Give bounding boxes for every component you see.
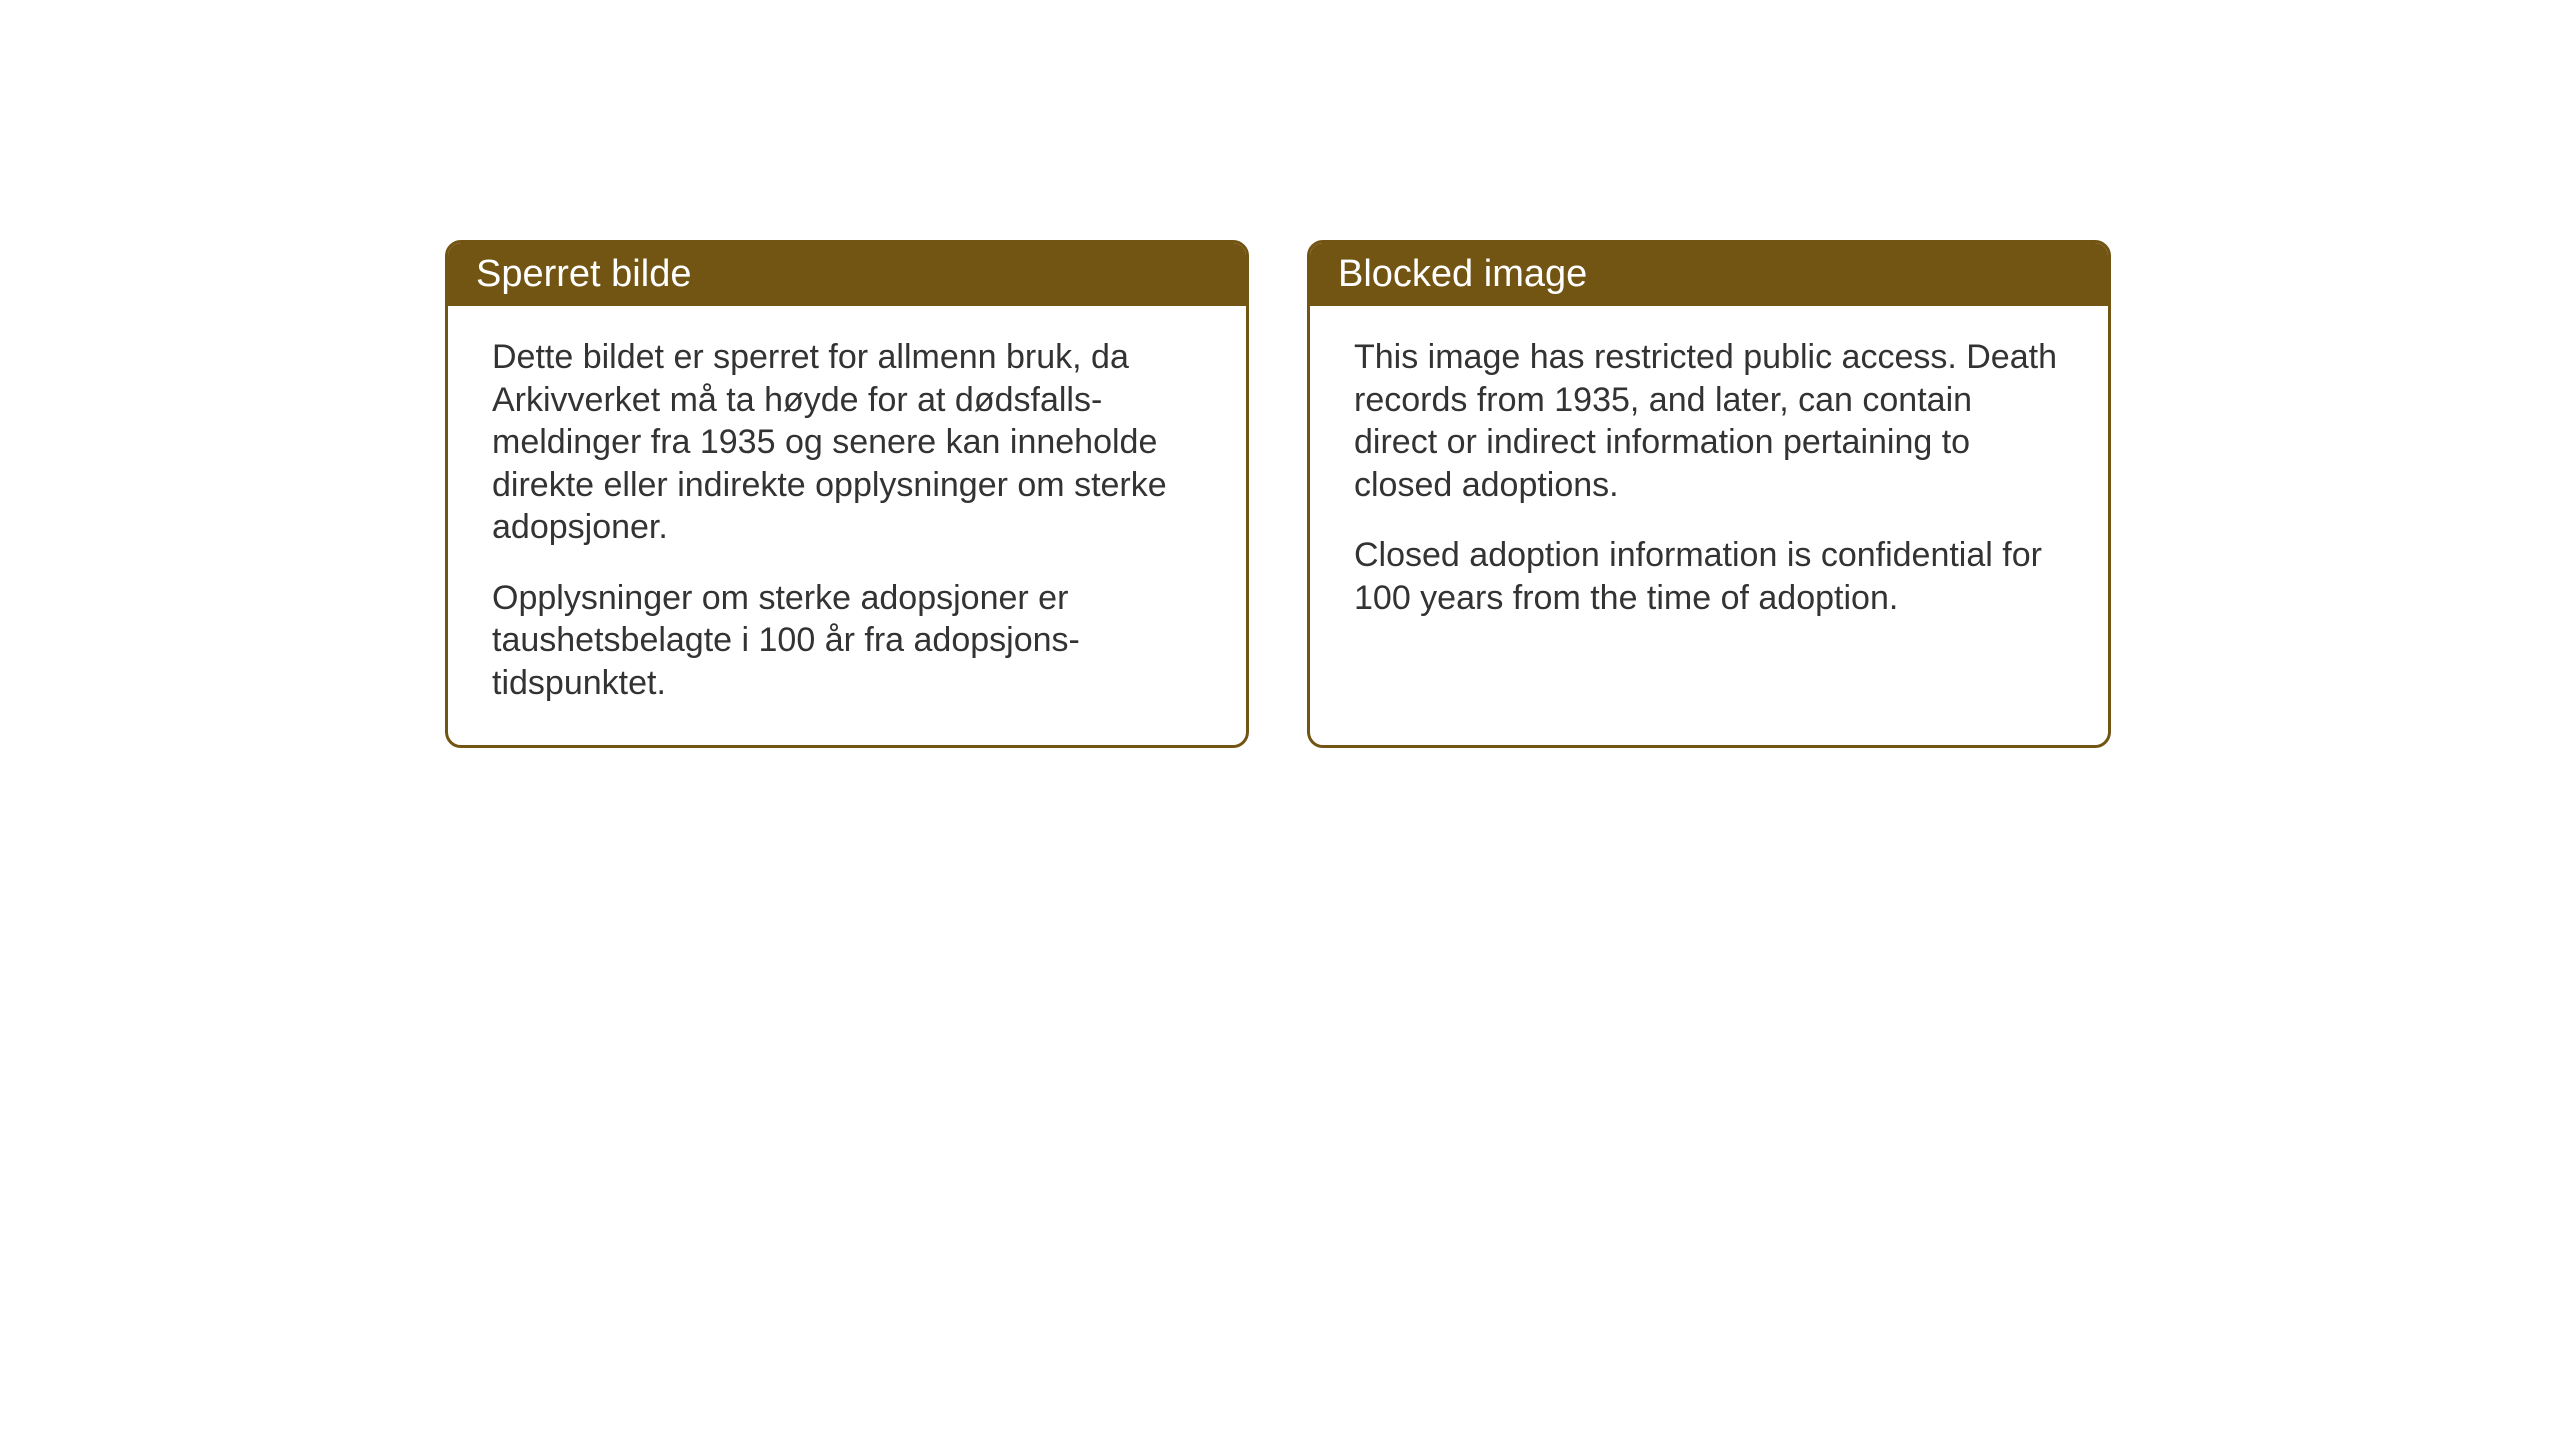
card-body-norwegian: Dette bildet er sperret for allmenn bruk…: [448, 306, 1246, 744]
card-title-norwegian: Sperret bilde: [476, 253, 691, 295]
card-header-english: Blocked image: [1310, 243, 2108, 306]
notice-card-english: Blocked image This image has restricted …: [1307, 240, 2111, 748]
notice-card-norwegian: Sperret bilde Dette bildet er sperret fo…: [445, 240, 1249, 748]
card-paragraph-2-norwegian: Opplysninger om sterke adopsjoner er tau…: [492, 577, 1202, 705]
card-paragraph-1-english: This image has restricted public access.…: [1354, 336, 2064, 506]
card-title-english: Blocked image: [1338, 253, 1587, 295]
card-body-english: This image has restricted public access.…: [1310, 306, 2108, 659]
card-header-norwegian: Sperret bilde: [448, 243, 1246, 306]
card-paragraph-2-english: Closed adoption information is confident…: [1354, 534, 2064, 619]
notice-cards-container: Sperret bilde Dette bildet er sperret fo…: [445, 240, 2111, 748]
card-paragraph-1-norwegian: Dette bildet er sperret for allmenn bruk…: [492, 336, 1202, 549]
